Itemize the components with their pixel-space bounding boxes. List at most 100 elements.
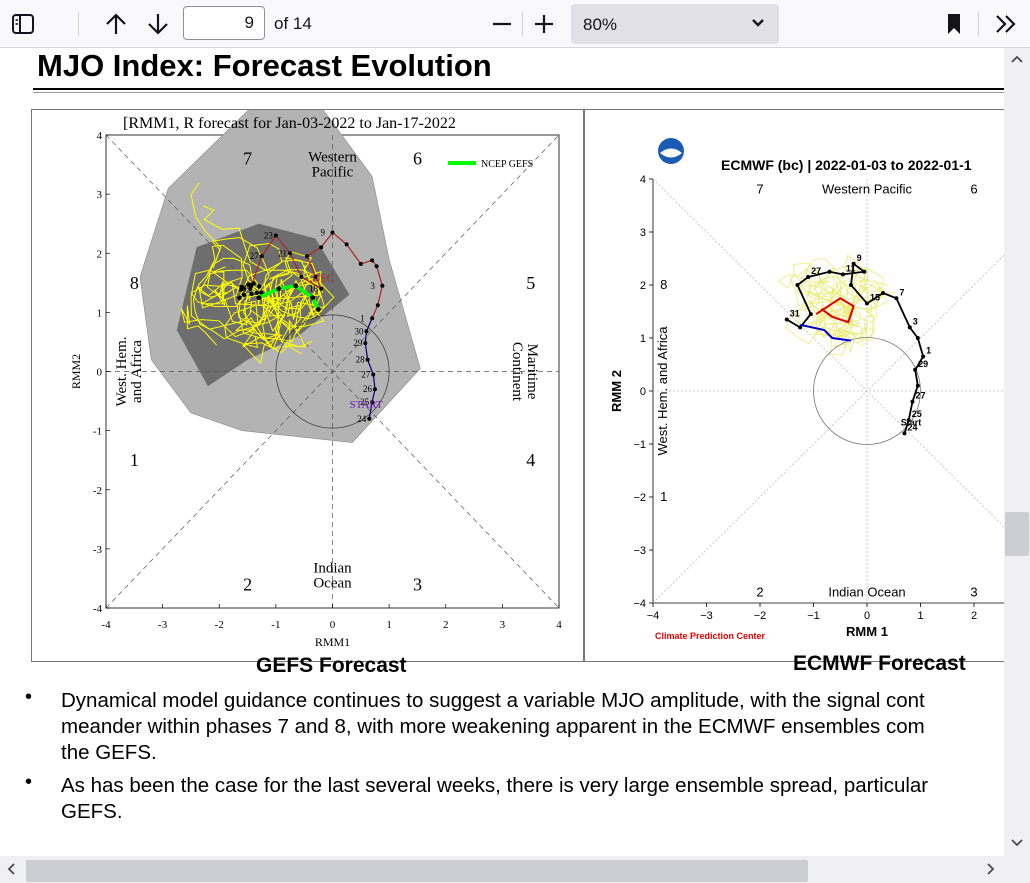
scroll-left-icon[interactable] [6,862,16,876]
x-tick-label: -4 [101,619,111,631]
pdf-toolbar: of 14 80% [0,0,1030,48]
next-page-button[interactable] [142,8,174,40]
x-tick-label: −1 [807,610,820,622]
gefs-mean-point [315,307,321,312]
observed-point-label: 29 [353,338,363,348]
observed-point [364,329,369,334]
phase-label: 6 [970,182,977,197]
legend-label: NCEP GEFS [481,159,533,170]
observed-point-label: 11 [846,263,856,273]
gefs-cluster-point [247,282,252,287]
ecmwf-mean-line [815,297,855,324]
vertical-scroll-thumb[interactable] [1005,512,1029,556]
chevron-down-icon [752,19,764,27]
observed-point [371,372,376,377]
observed-point-label: 30 [354,326,364,336]
observed-point-label: 25 [912,409,922,419]
ecmwf-ensemble-member [828,281,865,344]
gefs-mean-point [276,286,282,292]
region-label-top: Western [308,150,357,166]
observed-point [881,290,886,295]
y-tick-label: -4 [93,603,103,615]
start-annotation: START [349,399,383,411]
bullet-line: GEFS. [61,800,123,823]
page-count-label: of 14 [274,14,312,33]
horizontal-scroll-thumb[interactable] [26,860,808,882]
gefs-cluster-point [241,286,246,291]
gefs-ensemble-member [192,282,270,340]
y-tick-label: 0 [97,367,103,379]
observed-point-label: 25 [360,397,370,407]
vertical-scrollbar[interactable] [1004,48,1030,856]
observed-point [915,383,920,388]
zoom-in-button[interactable] [528,8,560,40]
observed-point [273,233,278,238]
observed-point [910,399,915,404]
x-axis-label: RMM1 [315,635,350,649]
y-tick-label: −2 [633,492,646,504]
bullet-line: Dynamical model guidance continues to su… [61,689,925,712]
toolbar-separator [78,12,79,36]
observed-point [921,354,926,359]
observed-point [370,316,375,321]
gefs-panel: 242526272829301391821232731STARTDEC-4-3-… [31,99,584,662]
phase-label: 7 [756,182,763,197]
tools-menu-button[interactable] [988,8,1024,40]
observed-point [367,416,372,421]
observed-point [784,317,789,322]
sidebar-toggle-button[interactable] [6,8,40,40]
y-tick-label: 2 [97,248,103,260]
unit-circle [275,314,390,429]
slide-title: MJO Index: Forecast Evolution [37,48,492,83]
observed-point [915,336,920,340]
gefs-mean-point [256,295,262,300]
x-tick-label: 4 [556,619,562,631]
gefs-caption: GEFS Forecast [256,654,407,677]
observed-point-label: 15 [870,293,880,303]
y-tick-label: 0 [640,386,646,398]
scroll-up-icon[interactable] [1010,54,1024,64]
observed-point-label: 24 [357,414,367,424]
bookmark-button[interactable] [938,8,970,40]
scroll-down-icon[interactable] [1010,838,1024,848]
observed-point [380,283,385,288]
observed-point-label: 9 [857,253,862,263]
observed-point-label: 29 [918,359,928,369]
gefs-ensemble-member [181,287,266,346]
phase-label: 1 [660,489,667,504]
zoom-out-button[interactable] [486,8,518,40]
ecmwf-ensemble-member [831,268,885,312]
previous-page-button[interactable] [100,8,132,40]
arrow-down-icon [148,14,168,35]
x-tick-label: 2 [971,610,977,622]
observed-point-label: 3 [913,316,918,326]
zoom-select[interactable]: 80% [571,4,779,44]
observed-point [288,251,293,256]
x-tick-label: -1 [271,619,280,631]
title-rule [33,88,1004,90]
observed-point [806,275,811,280]
observed-point [848,283,853,287]
plus-icon [535,15,553,33]
phase-label: 3 [970,584,977,599]
gefs-mjo-chart: 242526272829301391821232731STARTDEC-4-3-… [69,99,562,649]
x-tick-label: 0 [330,619,336,631]
page-number-input[interactable] [183,6,265,40]
x-axis-label: RMM 1 [846,624,888,639]
bullet-line: the GEFS. [61,741,157,764]
gefs-ensemble-member [242,288,313,348]
unit-circle [813,337,921,445]
observed-point [894,296,899,301]
double-chevron-right-icon [996,15,1016,33]
observed-point-label: 23 [264,231,274,241]
scroll-right-icon[interactable] [986,862,996,876]
observed-point [358,261,363,266]
y-tick-label: 4 [640,174,646,186]
gefs-cluster-point [237,295,242,301]
observed-point [907,325,912,330]
region-label-bottom: Indian Ocean [828,584,905,599]
observed-point [865,301,869,306]
gefs-ensemble-member [203,205,283,290]
observed-point-label: 7 [899,287,904,297]
